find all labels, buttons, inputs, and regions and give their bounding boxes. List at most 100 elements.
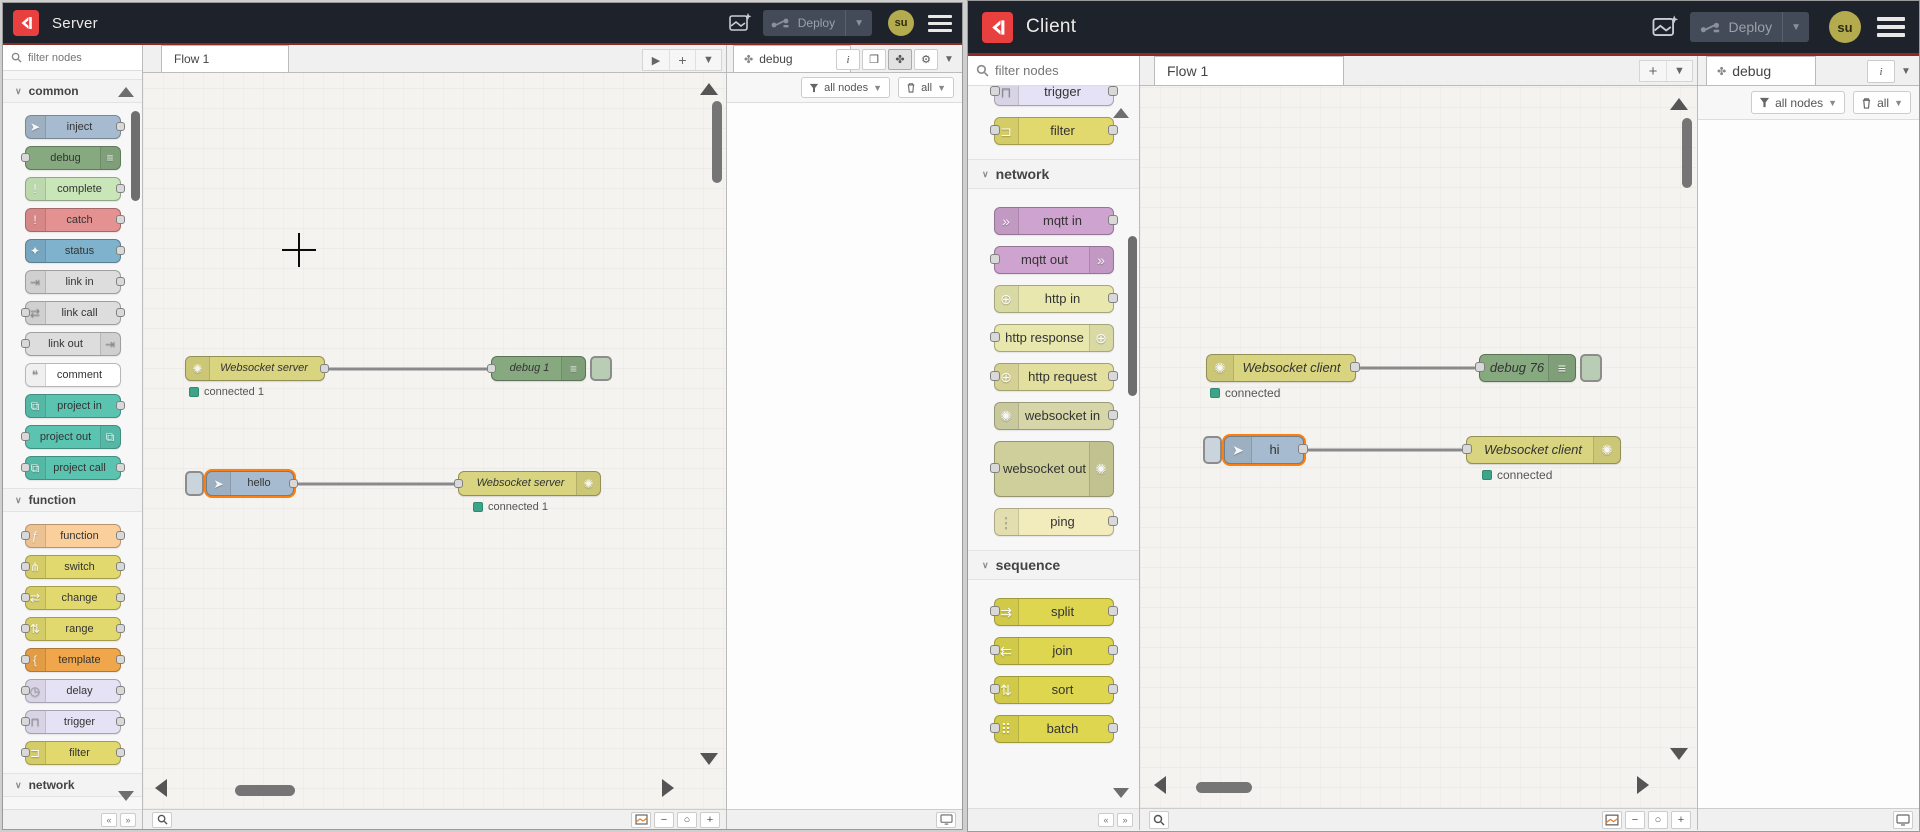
- output-port[interactable]: [115, 463, 125, 472]
- input-port[interactable]: [989, 254, 1000, 264]
- output-port[interactable]: [1107, 293, 1118, 303]
- palette-node-inject[interactable]: ➤ inject: [24, 115, 125, 139]
- flow-node-websocket-client[interactable]: ✺ Websocket client: [1206, 354, 1360, 382]
- input-port[interactable]: [989, 125, 1000, 135]
- input-port[interactable]: [487, 363, 496, 373]
- output-port[interactable]: [1107, 606, 1118, 616]
- flow-tab[interactable]: Flow 1: [1154, 56, 1344, 85]
- output-port[interactable]: [115, 122, 125, 131]
- palette-node-websocket-out[interactable]: ✺ websocket out: [989, 441, 1114, 497]
- palette-search-input[interactable]: [995, 63, 1131, 78]
- input-port[interactable]: [1475, 362, 1485, 372]
- canvas-scroll-right-icon[interactable]: [1637, 776, 1649, 794]
- input-port[interactable]: [20, 531, 30, 540]
- debug-clear-button[interactable]: all ▼: [1853, 91, 1911, 114]
- palette-node-template[interactable]: {template: [20, 648, 125, 672]
- palette-node-status[interactable]: ✦ status: [24, 239, 125, 263]
- sidebar-menu-caret[interactable]: ▼: [944, 54, 954, 65]
- image-sparkle-icon[interactable]: [727, 11, 753, 35]
- flow-node-websocket-server[interactable]: ✺ Websocket server: [185, 356, 329, 381]
- output-port[interactable]: [115, 624, 125, 633]
- output-port[interactable]: [115, 246, 125, 255]
- info-tab-button[interactable]: i: [836, 49, 860, 70]
- input-port[interactable]: [989, 371, 1000, 381]
- navigator-toggle-button[interactable]: [1602, 810, 1622, 829]
- debug-toggle-button[interactable]: [590, 356, 612, 381]
- palette-scroll-down-icon[interactable]: [1113, 788, 1129, 798]
- output-port[interactable]: [1107, 125, 1118, 135]
- output-port[interactable]: [1298, 444, 1308, 454]
- palette-node-project-out[interactable]: ⧉ project out: [20, 425, 121, 449]
- output-port[interactable]: [115, 748, 125, 757]
- palette-node-function[interactable]: ƒ function: [20, 524, 125, 548]
- palette-node-switch[interactable]: ⋔ switch: [20, 555, 125, 579]
- palette-node-project-call[interactable]: ⧉ project call: [20, 456, 125, 480]
- palette-node-filter[interactable]: ⊐ filter: [989, 117, 1118, 145]
- flow-node-hello[interactable]: ➤ hello: [185, 471, 298, 496]
- palette-node-range[interactable]: ⇅ range: [20, 617, 125, 641]
- canvas-search-button[interactable]: [1149, 810, 1169, 829]
- canvas-scroll-left-icon[interactable]: [155, 779, 167, 797]
- input-port[interactable]: [20, 686, 30, 695]
- sidebar-menu-caret[interactable]: ▼: [1901, 66, 1911, 77]
- palette-collapse-all-button[interactable]: «: [1098, 812, 1114, 827]
- input-port[interactable]: [989, 606, 1000, 616]
- flow-tab[interactable]: Flow 1: [161, 45, 289, 72]
- zoom-in-button[interactable]: +: [700, 811, 720, 828]
- output-port[interactable]: [115, 401, 125, 410]
- input-port[interactable]: [20, 153, 30, 162]
- palette-node-comment[interactable]: ❝ comment: [24, 363, 121, 387]
- output-port[interactable]: [1107, 516, 1118, 526]
- input-port[interactable]: [989, 332, 1000, 342]
- output-port[interactable]: [320, 363, 329, 373]
- canvas-scroll-up-icon[interactable]: [700, 83, 718, 95]
- input-port[interactable]: [20, 748, 30, 757]
- palette-node-link-out[interactable]: ⇥ link out: [20, 332, 121, 356]
- output-port[interactable]: [115, 717, 125, 726]
- output-port[interactable]: [1107, 86, 1118, 96]
- main-menu-button[interactable]: [1877, 17, 1905, 37]
- debug-filter-nodes-button[interactable]: all nodes ▼: [1751, 91, 1846, 114]
- palette-node-join[interactable]: ⇇ join: [989, 637, 1118, 665]
- output-port[interactable]: [115, 184, 125, 193]
- palette-node-http-request[interactable]: ⊕ http request: [989, 363, 1118, 391]
- palette-node-http-in[interactable]: ⊕ http in: [993, 285, 1118, 313]
- zoom-reset-button[interactable]: ○: [677, 811, 697, 828]
- output-port[interactable]: [115, 562, 125, 571]
- flow-node-debug-1[interactable]: ≡ debug 1: [487, 356, 612, 381]
- palette-node-ping[interactable]: ⋮ ping: [993, 508, 1118, 536]
- output-port[interactable]: [115, 215, 125, 224]
- palette-expand-all-button[interactable]: »: [120, 812, 136, 827]
- image-sparkle-icon[interactable]: [1650, 13, 1680, 41]
- palette-node-split[interactable]: ⇉ split: [989, 598, 1118, 626]
- palette-scroll-down-icon[interactable]: [118, 791, 134, 801]
- palette-collapse-all-button[interactable]: «: [101, 812, 117, 827]
- palette-scroll-up-icon[interactable]: [118, 87, 134, 97]
- output-port[interactable]: [115, 593, 125, 602]
- palette-scrollbar[interactable]: [131, 111, 140, 201]
- output-port[interactable]: [115, 277, 125, 286]
- input-port[interactable]: [454, 478, 463, 488]
- canvas-scroll-right-icon[interactable]: [662, 779, 674, 797]
- palette-node-websocket-in[interactable]: ✺ websocket in: [993, 402, 1118, 430]
- palette-node-sort[interactable]: ⇅ sort: [989, 676, 1118, 704]
- open-in-window-button[interactable]: [1893, 810, 1913, 829]
- inject-run-button[interactable]: [1203, 436, 1222, 464]
- flow-menu-caret[interactable]: ▼: [1666, 61, 1692, 81]
- canvas-hscrollbar[interactable]: [1196, 782, 1252, 793]
- palette-section-network[interactable]: ∨ network: [968, 159, 1139, 189]
- palette-expand-all-button[interactable]: »: [1117, 812, 1133, 827]
- output-port[interactable]: [1107, 215, 1118, 225]
- inject-run-button[interactable]: [185, 471, 204, 496]
- output-port[interactable]: [115, 308, 125, 317]
- zoom-out-button[interactable]: −: [654, 811, 674, 828]
- output-port[interactable]: [115, 531, 125, 540]
- zoom-out-button[interactable]: −: [1625, 810, 1645, 829]
- palette-node-link-call[interactable]: ⇄ link call: [20, 301, 125, 325]
- palette-search[interactable]: [3, 45, 142, 71]
- debug-clear-button[interactable]: all ▼: [898, 77, 954, 98]
- tab-debug[interactable]: ✤ debug: [733, 45, 851, 72]
- flow-node-hi[interactable]: ➤ hi: [1203, 436, 1308, 464]
- canvas-scroll-up-icon[interactable]: [1670, 98, 1688, 110]
- palette-node-debug[interactable]: ≡ debug: [20, 146, 121, 170]
